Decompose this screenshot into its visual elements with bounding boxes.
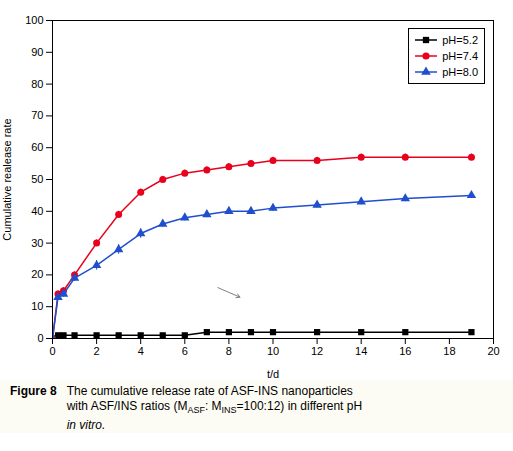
svg-text:10: 10 xyxy=(267,345,279,357)
svg-text:30: 30 xyxy=(31,237,43,249)
svg-text:10: 10 xyxy=(31,300,43,312)
svg-text:20: 20 xyxy=(31,268,43,280)
svg-text:60: 60 xyxy=(31,141,43,153)
svg-text:14: 14 xyxy=(355,345,367,357)
svg-text:40: 40 xyxy=(31,205,43,217)
html-text:in vitro.: in vitro. xyxy=(66,418,106,433)
svg-text:100: 100 xyxy=(25,14,43,26)
svg-text:70: 70 xyxy=(31,109,43,121)
html-text:The cumulative release rate of: The cumulative release rate of ASF-INS n… xyxy=(66,384,353,398)
svg-text:t/d: t/d xyxy=(267,368,279,380)
svg-text:0: 0 xyxy=(37,332,43,344)
svg-text:50: 50 xyxy=(31,173,43,185)
html-text:pH=8.0: pH=8.0 xyxy=(442,66,478,78)
svg-text:90: 90 xyxy=(31,46,43,58)
html-text:with ASF/INS ratios (MASF: MIN: with ASF/INS ratios (MASF: MINS=100:12) … xyxy=(66,399,363,416)
svg-text:Cumulative realease rate: Cumulative realease rate xyxy=(1,118,13,240)
svg-text:2: 2 xyxy=(94,345,100,357)
svg-text:18: 18 xyxy=(443,345,455,357)
html-text:pH=5.2: pH=5.2 xyxy=(442,34,478,46)
svg-text:6: 6 xyxy=(182,345,188,357)
svg-text:4: 4 xyxy=(138,345,144,357)
svg-text:16: 16 xyxy=(399,345,411,357)
html-text:pH=7.4: pH=7.4 xyxy=(442,50,478,62)
svg-text:80: 80 xyxy=(31,78,43,90)
svg-text:0: 0 xyxy=(49,345,55,357)
html-text:Figure 8: Figure 8 xyxy=(10,384,57,398)
svg-text:20: 20 xyxy=(487,345,499,357)
svg-text:12: 12 xyxy=(311,345,323,357)
svg-text:8: 8 xyxy=(226,345,232,357)
